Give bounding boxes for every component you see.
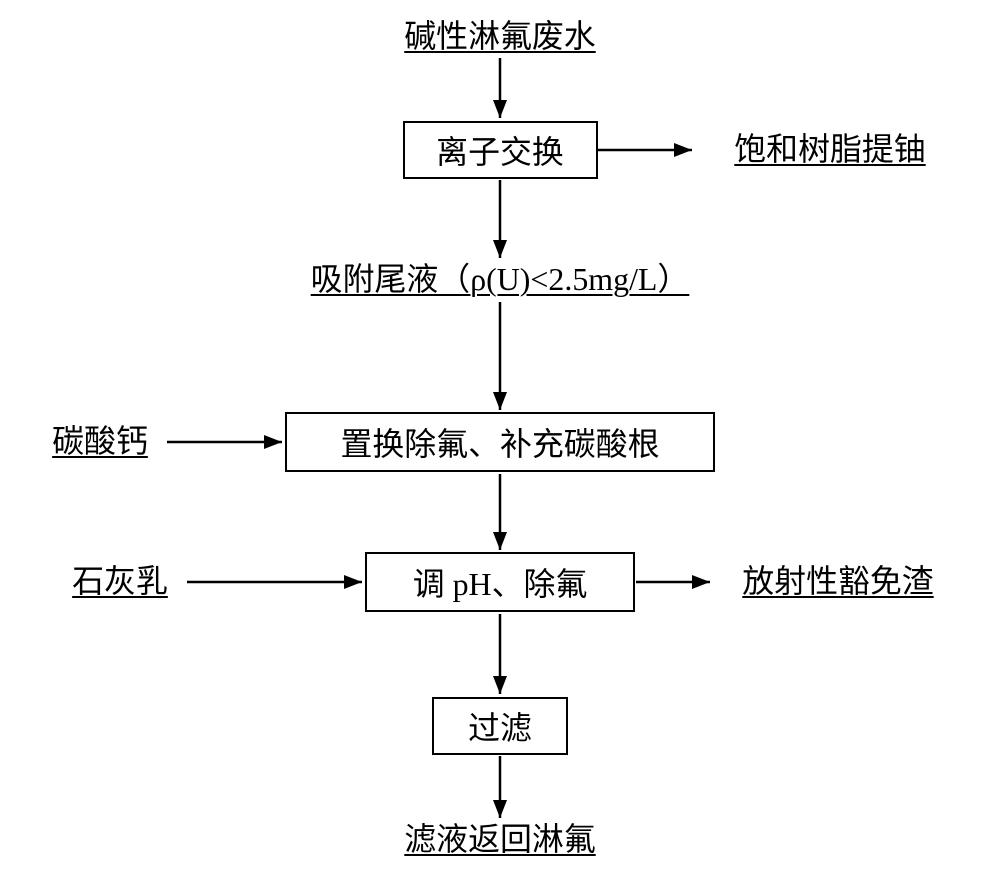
node-n_top: 碱性淋氟废水 <box>370 17 630 57</box>
edge-n_s4-n_bot <box>493 756 507 818</box>
node-label: 调 pH、除氟 <box>413 559 588 605</box>
node-label: 滤液返回淋氟 <box>404 822 595 857</box>
edge-n_s3-n_s3o <box>636 575 710 589</box>
node-n_s2: 置换除氟、补充碳酸根 <box>285 412 715 472</box>
edge-n_mid-n_s2 <box>493 302 507 410</box>
node-label: 置换除氟、补充碳酸根 <box>340 419 659 465</box>
edge-n_s3in-n_s3 <box>187 575 362 589</box>
node-n_s1: 离子交换 <box>403 121 598 179</box>
edge-n_s2-n_s3 <box>493 474 507 550</box>
node-n_bot: 滤液返回淋氟 <box>365 820 635 860</box>
edge-n_s1-n_s1o <box>598 143 692 157</box>
node-label: 放射性豁免渣 <box>742 564 933 599</box>
node-n_s3o: 放射性豁免渣 <box>713 562 963 602</box>
node-n_s3: 调 pH、除氟 <box>365 552 635 612</box>
node-n_s1o: 饱和树脂提铀 <box>695 130 965 170</box>
node-label: 石灰乳 <box>72 564 168 599</box>
edge-n_s2in-n_s2 <box>167 435 282 449</box>
node-n_mid: 吸附尾液（ρ(U)<2.5mg/L） <box>230 260 770 300</box>
node-label: 过滤 <box>468 703 532 749</box>
node-n_s4: 过滤 <box>432 697 568 755</box>
node-label: 碳酸钙 <box>52 424 148 459</box>
node-label: 离子交换 <box>436 127 564 173</box>
node-label: 吸附尾液（ρ(U)<2.5mg/L） <box>311 262 690 297</box>
node-label: 碱性淋氟废水 <box>404 19 595 54</box>
node-n_s3in: 石灰乳 <box>55 562 185 602</box>
edge-n_s1-n_mid <box>493 180 507 258</box>
node-label: 饱和树脂提铀 <box>734 132 925 167</box>
node-n_s2in: 碳酸钙 <box>35 422 165 462</box>
edge-n_top-n_s1 <box>493 58 507 118</box>
edge-n_s3-n_s4 <box>493 614 507 694</box>
